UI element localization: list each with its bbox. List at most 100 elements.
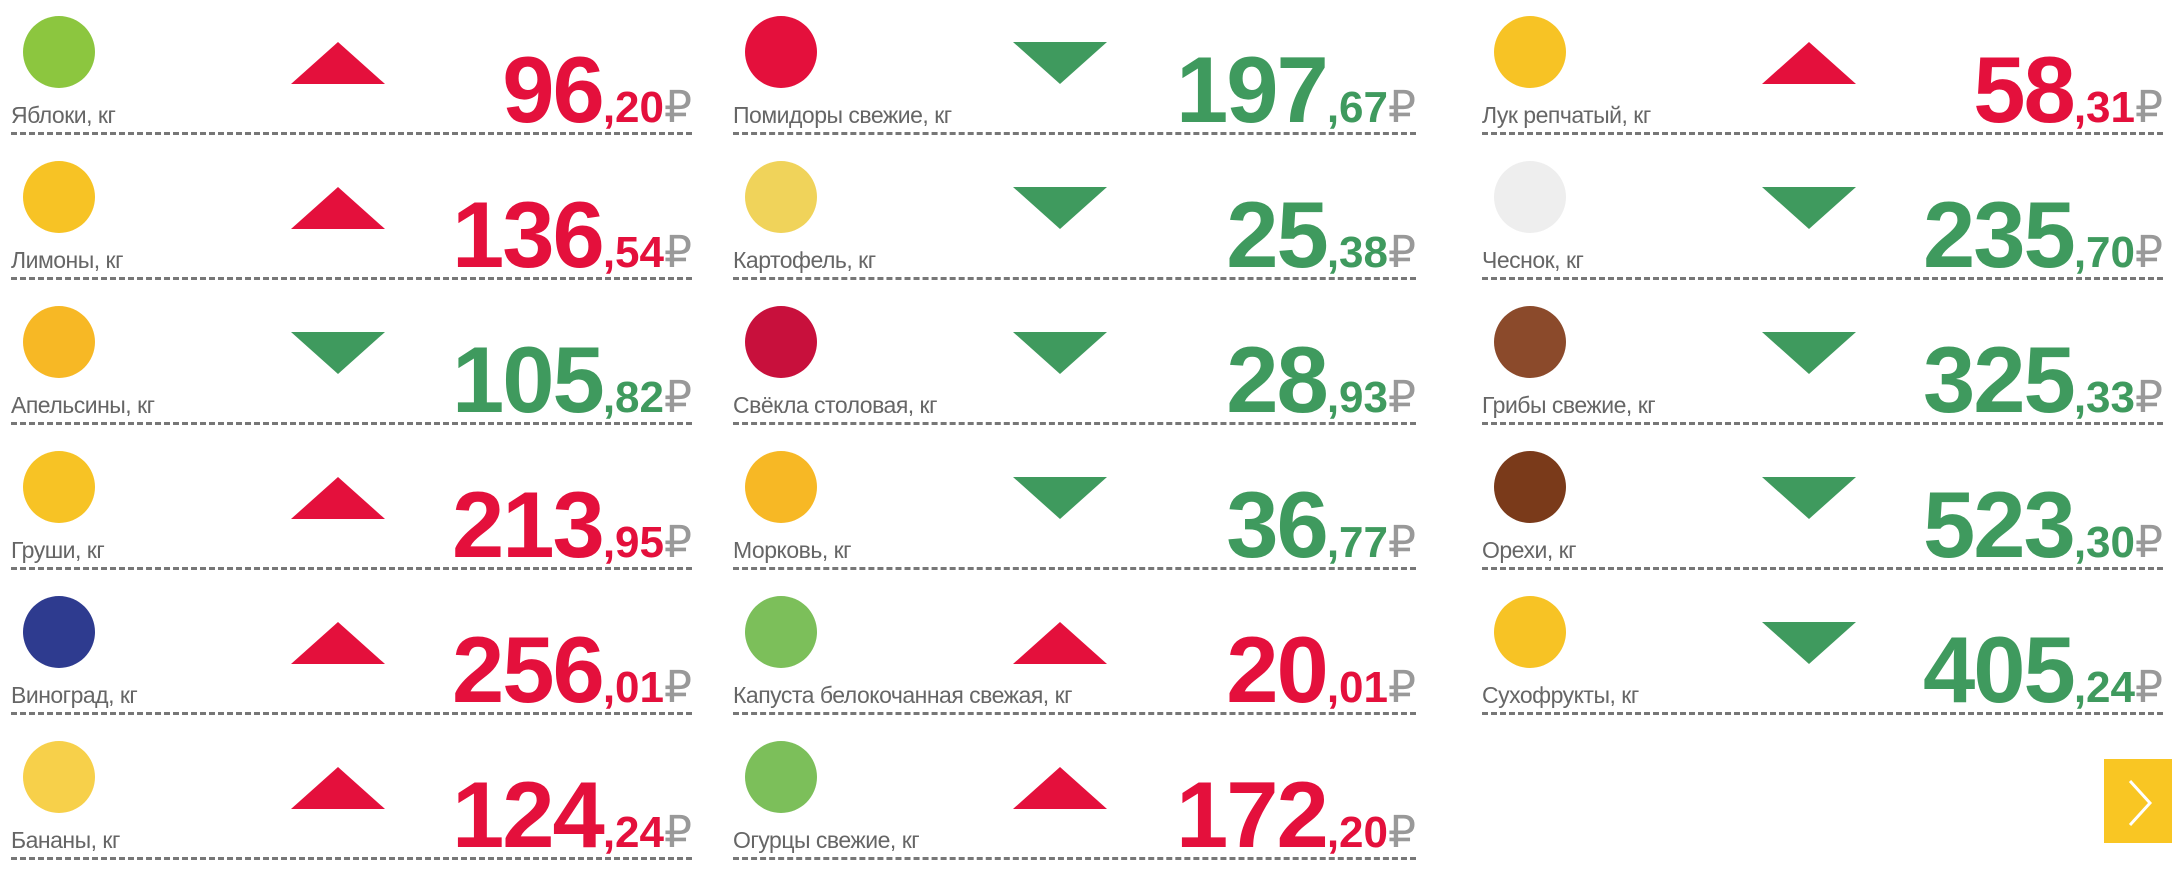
price-whole: 105 <box>451 327 605 432</box>
item-name: Бананы, кг <box>11 827 126 854</box>
item-icon <box>1494 451 1566 523</box>
trend-arrow <box>1762 42 1856 84</box>
price-fraction: ,82 <box>602 373 664 422</box>
price-whole: 20 <box>1226 617 1329 722</box>
price: 325,33₽ <box>1923 326 2163 434</box>
item-row: Грибы свежие, кг 325,33₽ <box>1482 290 2163 435</box>
currency: ₽ <box>664 83 692 132</box>
item-icon <box>23 306 95 378</box>
dashed-line <box>1482 567 2163 570</box>
price-whole: 256 <box>451 617 605 722</box>
dashed-line <box>11 712 692 715</box>
item-row: Сухофрукты, кг 405,24₽ <box>1482 580 2163 725</box>
item-row: Лук репчатый, кг 58,31₽ <box>1482 0 2163 145</box>
item-icon <box>1494 161 1566 233</box>
item-icon <box>23 741 95 813</box>
next-icon <box>2128 779 2153 827</box>
price-whole: 523 <box>1922 472 2076 577</box>
price: 36,77₽ <box>1226 471 1416 579</box>
item-row: Груши, кг 213,95₽ <box>11 435 692 580</box>
trend-arrow <box>1013 477 1107 519</box>
price: 172,20₽ <box>1176 761 1416 869</box>
item-row: Апельсины, кг 105,82₽ <box>11 290 692 435</box>
item-icon <box>23 161 95 233</box>
price-fraction: ,95 <box>602 518 664 567</box>
item-icon <box>1494 16 1566 88</box>
item-icon <box>23 596 95 668</box>
price-fraction: ,93 <box>1326 373 1388 422</box>
currency: ₽ <box>2135 663 2163 712</box>
item-name: Апельсины, кг <box>11 392 161 419</box>
item-row: Чеснок, кг 235,70₽ <box>1482 145 2163 290</box>
price: 124,24₽ <box>452 761 692 869</box>
item-row: Свёкла столовая, кг 28,93₽ <box>733 290 1416 435</box>
price-whole: 36 <box>1226 472 1329 577</box>
price-fraction: ,33 <box>2073 373 2135 422</box>
item-row: Лимоны, кг 136,54₽ <box>11 145 692 290</box>
item-name: Яблоки, кг <box>11 102 122 129</box>
item-icon <box>23 16 95 88</box>
item-row: Бананы, кг 124,24₽ <box>11 725 692 870</box>
page: (() => { const data = JSON.parse(documen… <box>11 0 2172 867</box>
currency: ₽ <box>2135 373 2163 422</box>
dashed-line <box>733 567 1416 570</box>
dashed-line <box>733 277 1416 280</box>
trend-arrow <box>1013 767 1107 809</box>
currency: ₽ <box>664 518 692 567</box>
next-button[interactable] <box>2104 759 2172 843</box>
dashed-line <box>733 132 1416 135</box>
price-whole: 28 <box>1226 327 1329 432</box>
currency: ₽ <box>664 808 692 857</box>
trend-arrow <box>1013 332 1107 374</box>
price-whole: 58 <box>1973 37 2076 142</box>
price-whole: 96 <box>502 37 605 142</box>
item-icon <box>745 741 817 813</box>
dashed-line <box>11 567 692 570</box>
price-fraction: ,31 <box>2073 83 2135 132</box>
item-name: Помидоры свежие, кг <box>733 102 958 129</box>
price: 256,01₽ <box>452 616 692 724</box>
trend-arrow <box>1762 332 1856 374</box>
item-name: Чеснок, кг <box>1482 247 1590 274</box>
price: 28,93₽ <box>1226 326 1416 434</box>
item-row: Огурцы свежие, кг 172,20₽ <box>733 725 1416 870</box>
price: 136,54₽ <box>452 181 692 289</box>
price-whole: 197 <box>1175 37 1329 142</box>
currency: ₽ <box>2135 518 2163 567</box>
dashed-line <box>11 422 692 425</box>
price: 405,24₽ <box>1923 616 2163 724</box>
item-name: Орехи, кг <box>1482 537 1583 564</box>
item-name: Сухофрукты, кг <box>1482 682 1645 709</box>
currency: ₽ <box>2135 228 2163 277</box>
item-row: Виноград, кг 256,01₽ <box>11 580 692 725</box>
item-row: Яблоки, кг 96,20₽ <box>11 0 692 145</box>
currency: ₽ <box>664 373 692 422</box>
price-whole: 213 <box>451 472 605 577</box>
price-whole: 25 <box>1226 182 1329 287</box>
price-whole: 172 <box>1175 762 1329 867</box>
trend-arrow <box>291 332 385 374</box>
item-icon <box>745 451 817 523</box>
item-name: Груши, кг <box>11 537 111 564</box>
price: 235,70₽ <box>1923 181 2163 289</box>
currency: ₽ <box>1388 83 1416 132</box>
item-icon <box>745 16 817 88</box>
item-icon <box>1494 306 1566 378</box>
price-fraction: ,67 <box>1326 83 1388 132</box>
price-fraction: ,24 <box>2073 663 2135 712</box>
price: 213,95₽ <box>452 471 692 579</box>
item-icon <box>745 306 817 378</box>
price-fraction: ,70 <box>2073 228 2135 277</box>
item-row: Картофель, кг 25,38₽ <box>733 145 1416 290</box>
item-icon <box>1494 596 1566 668</box>
item-icon <box>745 596 817 668</box>
price-fraction: ,38 <box>1326 228 1388 277</box>
price: 25,38₽ <box>1226 181 1416 289</box>
trend-arrow <box>1762 187 1856 229</box>
item-icon <box>23 451 95 523</box>
price-fraction: ,30 <box>2073 518 2135 567</box>
dashed-line <box>733 712 1416 715</box>
dashed-line <box>1482 277 2163 280</box>
price: 58,31₽ <box>1973 36 2163 144</box>
price-fraction: ,01 <box>602 663 664 712</box>
